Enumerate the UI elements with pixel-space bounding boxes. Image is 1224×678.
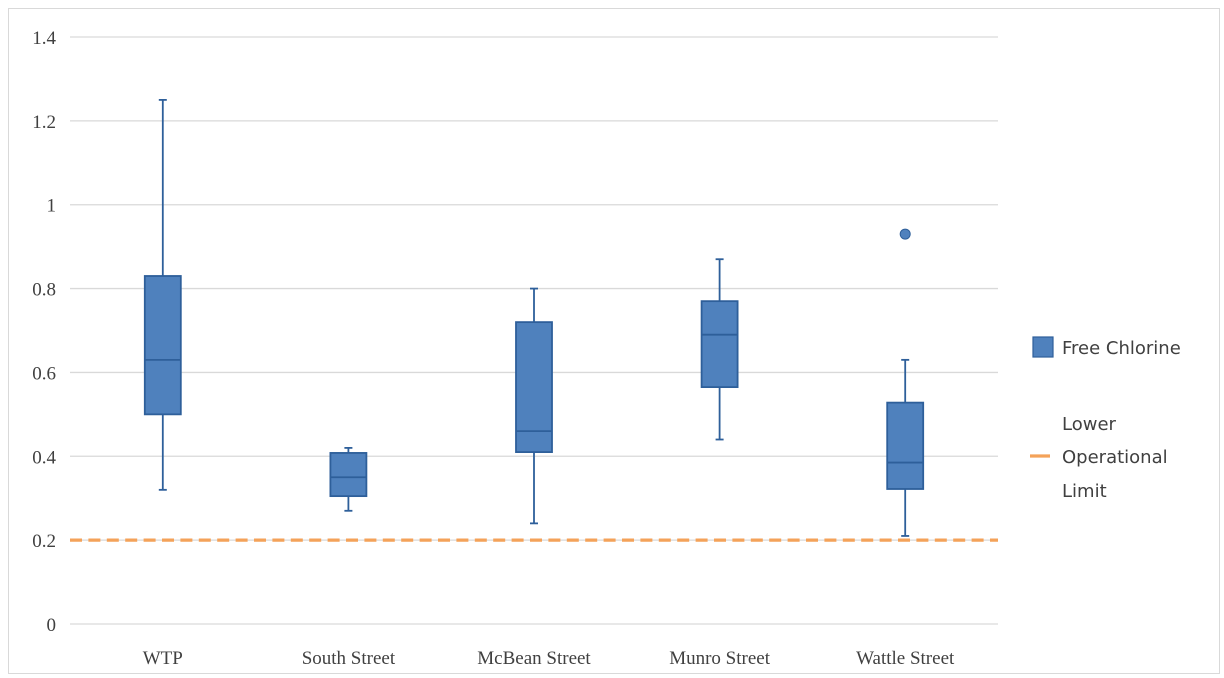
legend-free-chlorine-label: Free Chlorine xyxy=(1062,338,1181,359)
box-south-street xyxy=(329,452,368,498)
box-mcbean-street xyxy=(515,321,553,453)
box-munro-street xyxy=(700,300,739,389)
y-tick-label: 0.4 xyxy=(32,447,56,468)
legend-limit-label: Operational xyxy=(1062,447,1168,468)
legend-limit-label: Limit xyxy=(1062,481,1107,502)
box-wtp xyxy=(143,275,182,416)
y-tick-label: 0.8 xyxy=(32,280,56,301)
y-tick-label: 0 xyxy=(47,615,57,636)
y-tick-label: 1.4 xyxy=(32,28,56,49)
box-wattle-street xyxy=(886,401,925,490)
chart-frame xyxy=(8,8,1220,674)
x-tick-label: WTP xyxy=(143,648,183,669)
y-tick-label: 0.2 xyxy=(32,531,56,552)
legend-limit-label: Lower xyxy=(1062,414,1117,435)
y-tick-label: 1 xyxy=(47,196,57,217)
x-tick-label: Munro Street xyxy=(669,648,771,669)
x-tick-label: South Street xyxy=(302,648,396,669)
outlier-point xyxy=(899,228,911,240)
legend-free-chlorine-swatch xyxy=(1032,336,1054,358)
x-tick-label: Wattle Street xyxy=(856,648,955,669)
x-tick-label: McBean Street xyxy=(477,648,591,669)
y-tick-label: 1.2 xyxy=(32,112,56,133)
y-tick-label: 0.6 xyxy=(32,363,56,384)
